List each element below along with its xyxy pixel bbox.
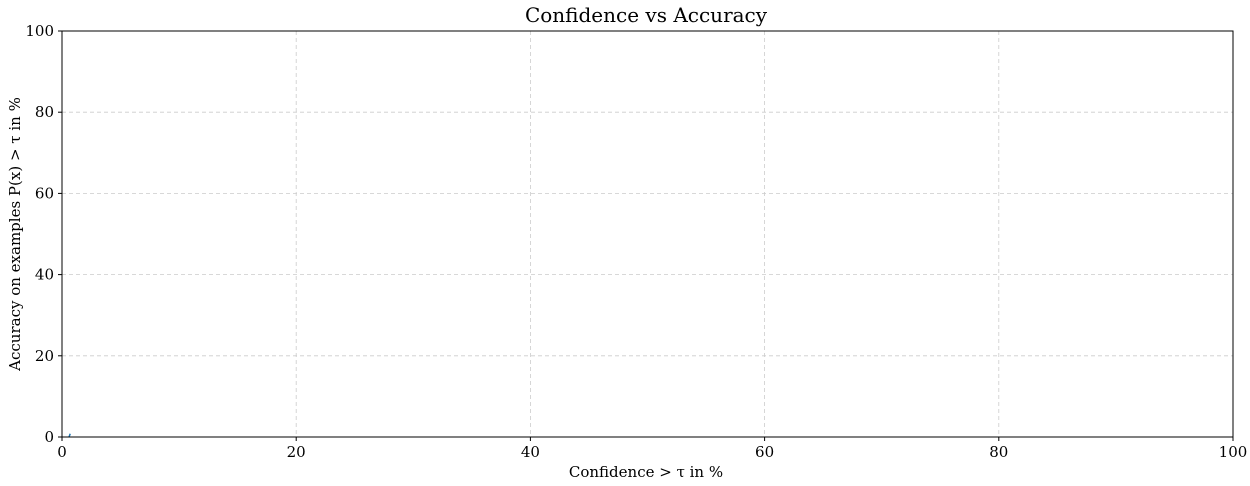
plot-frame xyxy=(61,30,1234,438)
x-tick-label: 60 xyxy=(755,443,774,461)
y-tick-label: 60 xyxy=(35,184,54,202)
x-tick-label: 100 xyxy=(1219,443,1248,461)
y-tick-label: 20 xyxy=(35,347,54,365)
x-axis: 0 20 40 60 80 100 xyxy=(57,437,1247,461)
grid xyxy=(62,31,1233,437)
x-tick-label: 0 xyxy=(57,443,67,461)
y-axis-label: Accuracy on examples P(x) > τ in % xyxy=(6,97,24,372)
x-tick-label: 80 xyxy=(989,443,1008,461)
chart-title: Confidence vs Accuracy xyxy=(525,3,768,27)
series-line xyxy=(68,433,71,438)
x-tick-label: 20 xyxy=(287,443,306,461)
y-tick-label: 0 xyxy=(44,428,54,446)
y-axis: 0 20 40 60 80 100 xyxy=(25,22,62,446)
y-tick-label: 40 xyxy=(35,266,54,284)
x-axis-label: Confidence > τ in % xyxy=(569,463,723,481)
x-tick-label: 40 xyxy=(521,443,540,461)
series-layer xyxy=(68,433,71,438)
y-tick-label: 80 xyxy=(35,103,54,121)
y-tick-label: 100 xyxy=(25,22,54,40)
